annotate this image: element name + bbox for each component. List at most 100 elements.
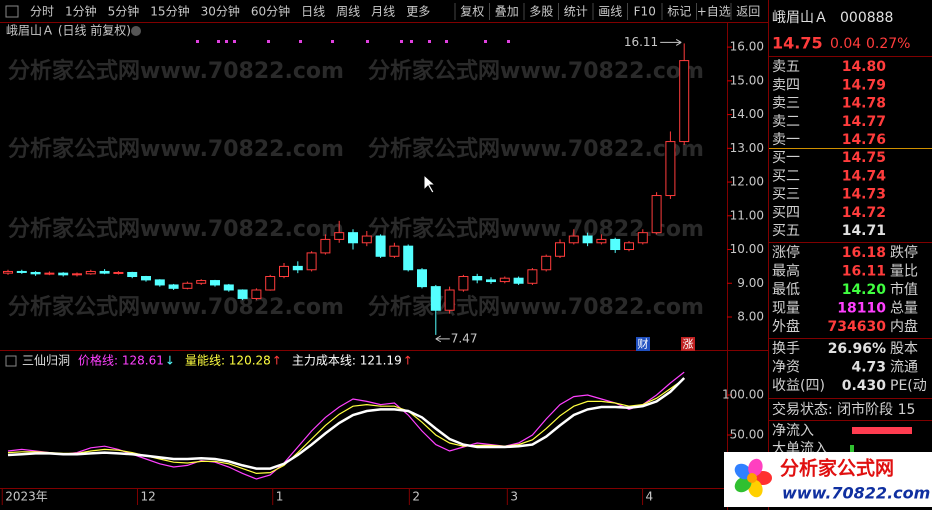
logo-petal — [734, 476, 752, 493]
high-arrowhead — [675, 38, 682, 46]
flow-bar — [852, 427, 912, 434]
quote-label: 买五 — [772, 223, 800, 239]
candle-body — [596, 238, 607, 244]
quote-label: PE(动 — [890, 378, 927, 394]
legend-entry: 主力成本线: 121.19 — [292, 354, 402, 368]
timeframe-tab[interactable]: 5分钟 — [108, 4, 140, 19]
candle-body — [223, 284, 234, 291]
quote-value: 16.11 — [842, 264, 886, 280]
quote-label: 卖五 — [772, 59, 800, 75]
flow-label: 净流入 — [772, 423, 814, 439]
quote-value: 14.77 — [842, 114, 886, 130]
timeframe-tab[interactable]: 月线 — [371, 5, 395, 19]
timeframe-tab[interactable]: 更多 — [406, 5, 430, 19]
quote-value: 734630 — [828, 319, 887, 335]
quote-label: 量比 — [890, 264, 918, 280]
logo-center — [747, 473, 757, 483]
quote-label: 净资 — [772, 360, 800, 376]
quote-label: 外盘 — [772, 318, 800, 335]
indicator-line — [7, 377, 686, 470]
quote-value: 4.73 — [851, 360, 886, 376]
toolbar-button[interactable]: 复权 — [460, 5, 484, 19]
mouse-cursor — [423, 173, 437, 194]
toolbar-button[interactable]: F10 — [634, 5, 656, 19]
quote-label: 内盘 — [890, 318, 918, 335]
timeframe-tab[interactable]: 1分钟 — [65, 4, 97, 19]
candle-body — [320, 238, 331, 254]
y-tick-label: 12.00 — [730, 175, 764, 189]
quote-label: 换手 — [772, 340, 800, 357]
chart-title: 峨眉山Ａ (日线 前复权) — [6, 23, 131, 38]
candle-body — [361, 235, 372, 244]
watermark: 分析家公式网www.70822.com — [368, 216, 704, 242]
quote-value: 14.75 — [842, 150, 886, 166]
y-tick-label: 14.00 — [730, 107, 764, 121]
quote-value: 0.430 — [842, 378, 887, 394]
candle-body — [196, 280, 207, 284]
event-badge[interactable] — [636, 337, 650, 351]
candle-body — [486, 279, 496, 283]
candle-body — [624, 242, 634, 251]
toolbar-button[interactable]: 多股 — [529, 5, 553, 19]
legend-entry: 价格线: 128.61 — [78, 353, 164, 368]
candle-body — [679, 60, 690, 143]
candle-body — [279, 265, 289, 278]
toolbar-button[interactable]: +自选 — [697, 5, 731, 19]
event-badge-label: 财 — [638, 337, 649, 351]
event-badge[interactable] — [681, 337, 695, 351]
quote-label: 流通 — [890, 360, 918, 376]
quote-value: 26.96% — [828, 341, 886, 357]
stock-code: 000888 — [840, 10, 893, 26]
candle-body — [16, 270, 27, 273]
candle-body — [141, 276, 151, 281]
quote-label: 买二 — [772, 168, 800, 184]
x-tick-label: 4 — [646, 490, 654, 504]
toolbar-button[interactable]: 返回 — [736, 5, 760, 19]
title-icon — [131, 26, 141, 36]
candle-body — [513, 277, 524, 284]
y-tick-label: 13.00 — [730, 141, 764, 155]
toolbar-button[interactable]: 画线 — [598, 5, 622, 19]
toolbar-button[interactable]: 标记 — [667, 5, 691, 19]
quote-value: 14.80 — [842, 59, 887, 75]
price-pct: 0.27% — [866, 36, 910, 52]
y-tick-label: 11.00 — [730, 208, 764, 222]
logo-title: 分析家公式网 — [780, 457, 894, 480]
timeframe-tab[interactable]: 分时 — [30, 5, 54, 19]
legend-trend: ↑ — [272, 354, 282, 368]
logo-petal — [748, 458, 763, 477]
candle-body — [444, 289, 455, 311]
toolbar-button[interactable]: 统计 — [564, 5, 588, 19]
watermark: 分析家公式网www.70822.com — [8, 58, 344, 84]
tab-icon — [5, 5, 19, 18]
watermark: 分析家公式网www.70822.com — [8, 216, 344, 242]
timeframe-tab[interactable]: 15分钟 — [150, 4, 189, 19]
timeframe-tab[interactable]: 日线 — [301, 5, 325, 19]
indicator-title: 三仙归洞 — [22, 354, 70, 368]
timeframe-tab[interactable]: 30分钟 — [201, 4, 240, 19]
x-tick-label: 2 — [412, 490, 420, 504]
toolbar-button[interactable]: 叠加 — [495, 5, 519, 19]
legend-trend: ↑ — [403, 354, 413, 368]
x-tick-label: 3 — [510, 490, 518, 504]
quote-label: 跌停 — [890, 244, 918, 261]
event-badge-label: 涨 — [683, 338, 694, 351]
quote-label: 收益(四) — [772, 378, 825, 394]
candle-body — [58, 272, 69, 276]
low-annotation: 7.47 — [451, 331, 478, 345]
candle-body — [334, 232, 345, 240]
watermark: 分析家公式网www.70822.com — [368, 136, 704, 162]
candle-body — [30, 271, 41, 275]
timeframe-tab[interactable]: 周线 — [336, 5, 360, 19]
candle-body — [99, 270, 110, 274]
candle-body — [637, 232, 648, 244]
candle-body — [403, 245, 414, 271]
candle-body — [348, 232, 358, 244]
candle-body — [430, 286, 441, 311]
timeframe-tab[interactable]: 60分钟 — [251, 4, 290, 19]
y-tick-label: 10.00 — [730, 242, 764, 256]
candle-body — [168, 284, 179, 289]
